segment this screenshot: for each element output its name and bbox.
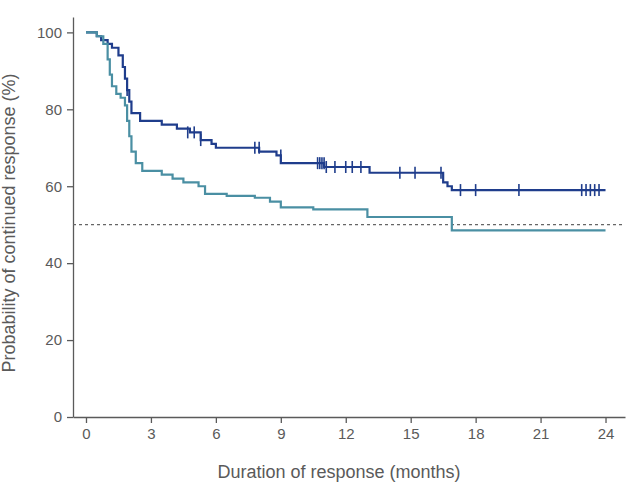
censor-mark bbox=[351, 161, 353, 173]
y-axis-title: Probability of continued response (%) bbox=[0, 73, 19, 372]
tick-label: 15 bbox=[403, 425, 420, 442]
tick-mark bbox=[411, 417, 412, 423]
tick-mark bbox=[67, 340, 73, 341]
tick-mark bbox=[151, 417, 152, 423]
censor-mark bbox=[325, 161, 327, 173]
censor-mark bbox=[193, 126, 195, 138]
censor-mark bbox=[590, 184, 592, 196]
tick: 0 bbox=[54, 408, 73, 425]
censor-mark bbox=[518, 184, 520, 196]
tick: 6 bbox=[212, 417, 220, 442]
tick-label: 0 bbox=[82, 425, 90, 442]
tick: 0 bbox=[82, 417, 90, 442]
censor-mark bbox=[475, 184, 477, 196]
survival-curve bbox=[86, 32, 606, 190]
tick-mark bbox=[67, 417, 73, 418]
survival-curve bbox=[86, 32, 606, 230]
censor-mark bbox=[594, 184, 596, 196]
tick-label: 40 bbox=[45, 254, 62, 271]
censor-mark bbox=[581, 184, 583, 196]
tick-label: 12 bbox=[338, 425, 355, 442]
censor-mark bbox=[414, 167, 416, 179]
axis-line bbox=[73, 18, 74, 418]
censor-mark bbox=[585, 184, 587, 196]
tick-label: 21 bbox=[533, 425, 550, 442]
tick-label: 9 bbox=[277, 425, 285, 442]
censor-mark bbox=[345, 161, 347, 173]
tick-mark bbox=[281, 417, 282, 423]
censor-mark bbox=[321, 157, 323, 169]
chart: 0 3 6 9 12 15 18 21 24 0 20 40 60 80 100 Duration of re… bbox=[0, 0, 630, 496]
censor-mark bbox=[187, 126, 189, 138]
tick: 40 bbox=[45, 254, 73, 271]
censor-mark bbox=[598, 184, 600, 196]
tick: 20 bbox=[45, 331, 73, 348]
tick: 15 bbox=[403, 417, 420, 442]
tick-label: 60 bbox=[45, 178, 62, 195]
tick-label: 3 bbox=[147, 425, 155, 442]
censor-mark bbox=[126, 84, 128, 96]
tick-mark bbox=[67, 263, 73, 264]
tick-label: 18 bbox=[468, 425, 485, 442]
tick-label: 0 bbox=[54, 408, 62, 425]
tick: 80 bbox=[45, 101, 73, 118]
y-axis: 0 20 40 60 80 100 bbox=[37, 18, 74, 426]
censor-mark bbox=[317, 157, 319, 169]
x-axis-title: Duration of response (months) bbox=[217, 462, 460, 482]
censor-mark bbox=[323, 157, 325, 169]
censor-mark bbox=[399, 167, 401, 179]
tick: 60 bbox=[45, 178, 73, 195]
censor-mark bbox=[200, 134, 202, 146]
tick: 9 bbox=[277, 417, 285, 442]
tick-label: 6 bbox=[212, 425, 220, 442]
tick-mark bbox=[67, 186, 73, 187]
tick-mark bbox=[475, 417, 476, 423]
censor-mark bbox=[258, 142, 260, 154]
tick: 100 bbox=[37, 24, 73, 41]
tick-label: 80 bbox=[45, 101, 62, 118]
tick-mark bbox=[346, 417, 347, 423]
censor-mark bbox=[460, 184, 462, 196]
tick-label: 100 bbox=[37, 24, 62, 41]
censor-mark bbox=[334, 161, 336, 173]
tick-mark bbox=[86, 417, 87, 423]
tick-mark bbox=[67, 32, 73, 33]
plot-area bbox=[73, 32, 625, 230]
tick-mark bbox=[216, 417, 217, 423]
tick-mark bbox=[67, 109, 73, 110]
tick-mark bbox=[605, 417, 606, 423]
x-axis: 0 3 6 9 12 15 18 21 24 bbox=[74, 417, 626, 442]
tick: 18 bbox=[468, 417, 485, 442]
tick: 21 bbox=[533, 417, 550, 442]
censor-mark bbox=[254, 142, 256, 154]
censor-mark bbox=[440, 167, 442, 179]
tick: 12 bbox=[338, 417, 355, 442]
reference-line bbox=[73, 224, 625, 225]
tick: 24 bbox=[598, 417, 615, 442]
censor-mark bbox=[319, 157, 321, 169]
axis-line bbox=[74, 417, 626, 418]
tick-mark bbox=[540, 417, 541, 423]
censor-mark bbox=[280, 149, 282, 161]
censor-mark bbox=[360, 161, 362, 173]
tick-label: 20 bbox=[45, 331, 62, 348]
tick: 3 bbox=[147, 417, 155, 442]
tick-label: 24 bbox=[598, 425, 615, 442]
